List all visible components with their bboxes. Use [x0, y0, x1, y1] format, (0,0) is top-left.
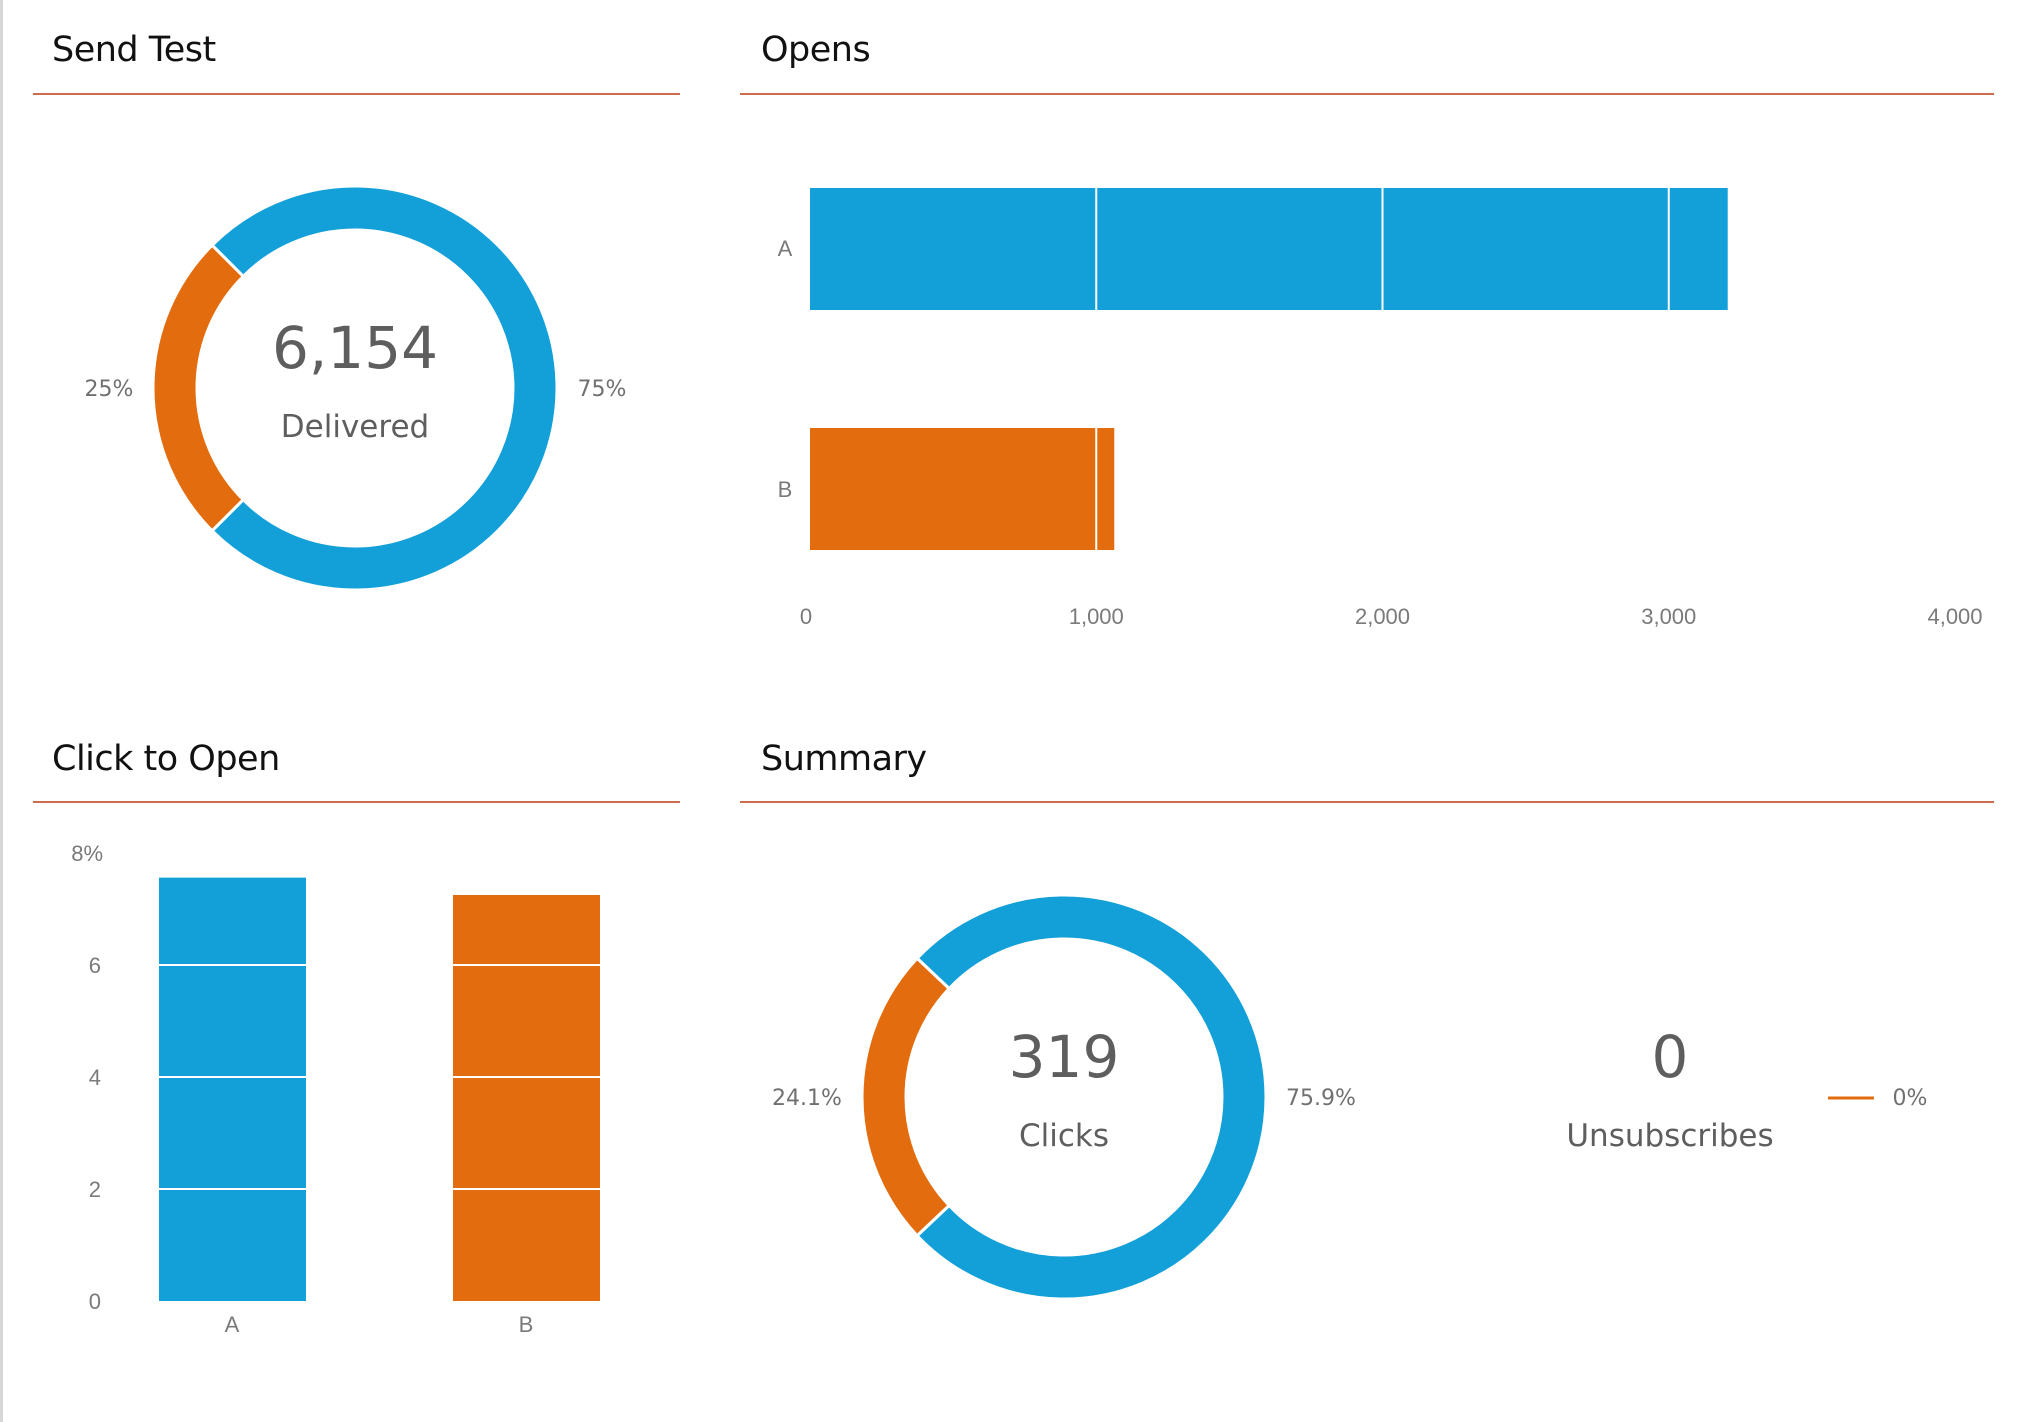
opens-bar-b [810, 428, 1115, 550]
opens-x-tick: 0 [800, 604, 812, 629]
clicks-label: Clicks [1019, 1118, 1109, 1154]
cto-y-tick: 2 [89, 1177, 101, 1202]
clicks-slice-label-b: 24.1% [772, 1086, 842, 1111]
delivered-value: 6,154 [272, 314, 438, 382]
opens-x-tick: 1,000 [1069, 604, 1124, 629]
opens-x-tick: 2,000 [1355, 604, 1410, 629]
cto-y-tick: 8% [71, 841, 103, 866]
panel-rule-summary [740, 801, 1994, 803]
panel-title-click-to-open: Click to Open [52, 739, 280, 779]
cto-y-tick: 4 [89, 1065, 101, 1090]
send-test-slice-label-a: 75% [578, 377, 627, 402]
unsubscribes-slice-label: 0% [1893, 1086, 1928, 1111]
summary-clicks-donut [860, 893, 1268, 1301]
send-test-donut [151, 184, 559, 592]
opens-category-label-b: B [778, 477, 793, 502]
opens-x-axis: 0 1,000 2,000 3,000 4,000 [800, 604, 1983, 629]
panel-rule-opens [740, 93, 1994, 95]
cto-category-label-a: A [225, 1312, 240, 1337]
cto-y-tick: 6 [89, 953, 101, 978]
opens-bar-chart [810, 188, 1728, 550]
send-test-slice-label-b: 25% [85, 377, 134, 402]
send-test-slice-b [151, 243, 246, 533]
unsubscribes-value: 0 [1652, 1023, 1689, 1091]
opens-category-label-a: A [778, 236, 793, 261]
left-border [0, 0, 3, 1422]
clicks-slice-a [915, 893, 1268, 1301]
delivered-label: Delivered [281, 409, 429, 445]
unsubscribes-label: Unsubscribes [1566, 1118, 1773, 1154]
cto-y-tick: 0 [89, 1289, 101, 1314]
opens-x-tick: 3,000 [1641, 604, 1696, 629]
panel-rule-send-test [33, 93, 680, 95]
cto-bar-b [453, 895, 600, 1301]
panel-title-send-test: Send Test [52, 30, 216, 70]
opens-bar-a [810, 188, 1728, 310]
clicks-value: 319 [1009, 1023, 1120, 1091]
panel-rule-click-to-open [33, 801, 680, 803]
panel-title-opens: Opens [761, 30, 871, 70]
panel-title-summary: Summary [761, 739, 927, 779]
opens-x-tick: 4,000 [1927, 604, 1982, 629]
cto-category-label-b: B [519, 1312, 534, 1337]
send-test-slice-a [210, 184, 559, 592]
click-to-open-y-axis: 0 2 4 6 8% [71, 841, 103, 1314]
clicks-slice-b [860, 956, 952, 1238]
click-to-open-bar-chart [159, 877, 600, 1301]
clicks-slice-label-a: 75.9% [1286, 1086, 1356, 1111]
cto-bar-a [159, 877, 306, 1301]
